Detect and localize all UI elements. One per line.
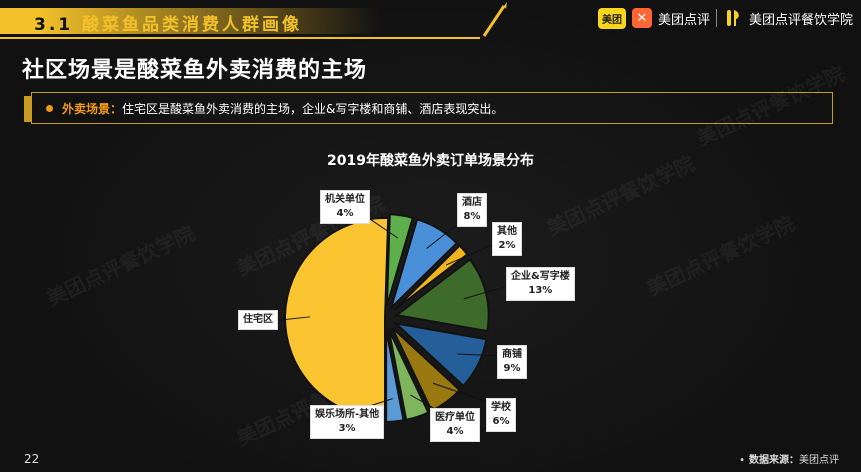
section-heading: 3.1 酸菜鱼品类消费人群画像 — [34, 10, 302, 35]
slice-label: 企业&写字楼 13% — [506, 267, 575, 301]
slice-label: 商铺 9% — [497, 345, 527, 379]
dianping-icon: ✕ — [631, 8, 652, 28]
summary-body: 住宅区是酸菜鱼外卖消费的主场，企业&写字楼和商铺、酒店表现突出。 — [122, 102, 504, 116]
pie-slice — [394, 258, 490, 333]
section-title: 酸菜鱼品类消费人群画像 — [82, 15, 303, 35]
pen-icon — [482, 2, 507, 37]
slice-value: 4% — [446, 426, 464, 437]
academy-logo-text: 美团点评餐饮学院 — [748, 12, 853, 28]
logo-divider — [715, 9, 717, 27]
summary-box: 外卖场景：住宅区是酸菜鱼外卖消费的主场，企业&写字楼和商铺、酒店表现突出。 — [24, 92, 833, 124]
slice-name: 娱乐场所-其他 — [315, 409, 380, 420]
header-underline — [0, 37, 480, 39]
slice-label: 娱乐场所-其他 3% — [310, 405, 385, 439]
dianping-logo-text: 美团点评 — [657, 12, 710, 28]
source-bullet: • — [739, 455, 745, 466]
bullet-icon — [46, 105, 53, 112]
meituan-logo: 美团 — [597, 7, 626, 29]
slice-value: 2% — [498, 240, 516, 251]
fork-spoon-icon — [723, 8, 743, 28]
slide-title: 社区场景是酸菜鱼外卖消费的主场 — [22, 58, 368, 83]
slice-value: 3% — [338, 423, 356, 434]
pie-slice — [389, 218, 459, 312]
slice-name: 住宅区 — [243, 314, 273, 325]
source-value: 美团点评 — [799, 455, 839, 466]
brand-logos: 美团 ✕ 美团点评 美团点评餐饮学院 — [597, 6, 853, 30]
slice-label: 其他 2% — [492, 222, 522, 256]
pie-slice — [387, 328, 430, 421]
slice-name: 学校 — [491, 402, 511, 413]
slice-label: 医疗单位 4% — [430, 408, 480, 442]
slice-name: 商铺 — [502, 349, 522, 360]
pie-slice — [385, 213, 415, 307]
header-bar: 3.1 酸菜鱼品类消费人群画像 美团 ✕ 美团点评 美团点评餐饮学院 — [0, 0, 861, 48]
pie-slice — [392, 321, 488, 388]
pie-slice — [393, 244, 469, 311]
slice-name: 其他 — [497, 226, 517, 237]
slice-name: 医疗单位 — [435, 412, 475, 423]
page-number: 22 — [24, 452, 40, 466]
slice-label: 酒店 8% — [457, 193, 487, 227]
summary-accent-bar — [24, 96, 32, 122]
slice-value: 13% — [528, 285, 553, 296]
slice-label: 住宅区 — [238, 310, 278, 330]
slice-name: 酒店 — [462, 197, 482, 208]
slice-value: 4% — [336, 208, 354, 219]
section-tag — [0, 8, 380, 34]
slice-value: 6% — [492, 416, 510, 427]
slice-value: 8% — [463, 211, 481, 222]
source-key: 数据来源： — [749, 455, 799, 466]
summary-text: 外卖场景：住宅区是酸菜鱼外卖消费的主场，企业&写字楼和商铺、酒店表现突出。 — [62, 100, 503, 117]
data-source: • 数据来源：美团点评 — [739, 451, 839, 466]
slice-label: 机关单位 4% — [320, 190, 370, 224]
slice-value: 9% — [503, 363, 521, 374]
slice-name: 企业&写字楼 — [511, 271, 570, 282]
chart-title: 2019年酸菜鱼外卖订单场景分布 — [327, 153, 534, 169]
slice-name: 机关单位 — [325, 194, 365, 205]
slice-label: 学校 6% — [486, 398, 516, 432]
section-number: 3.1 — [34, 15, 74, 35]
summary-key: 外卖场景： — [62, 102, 123, 116]
